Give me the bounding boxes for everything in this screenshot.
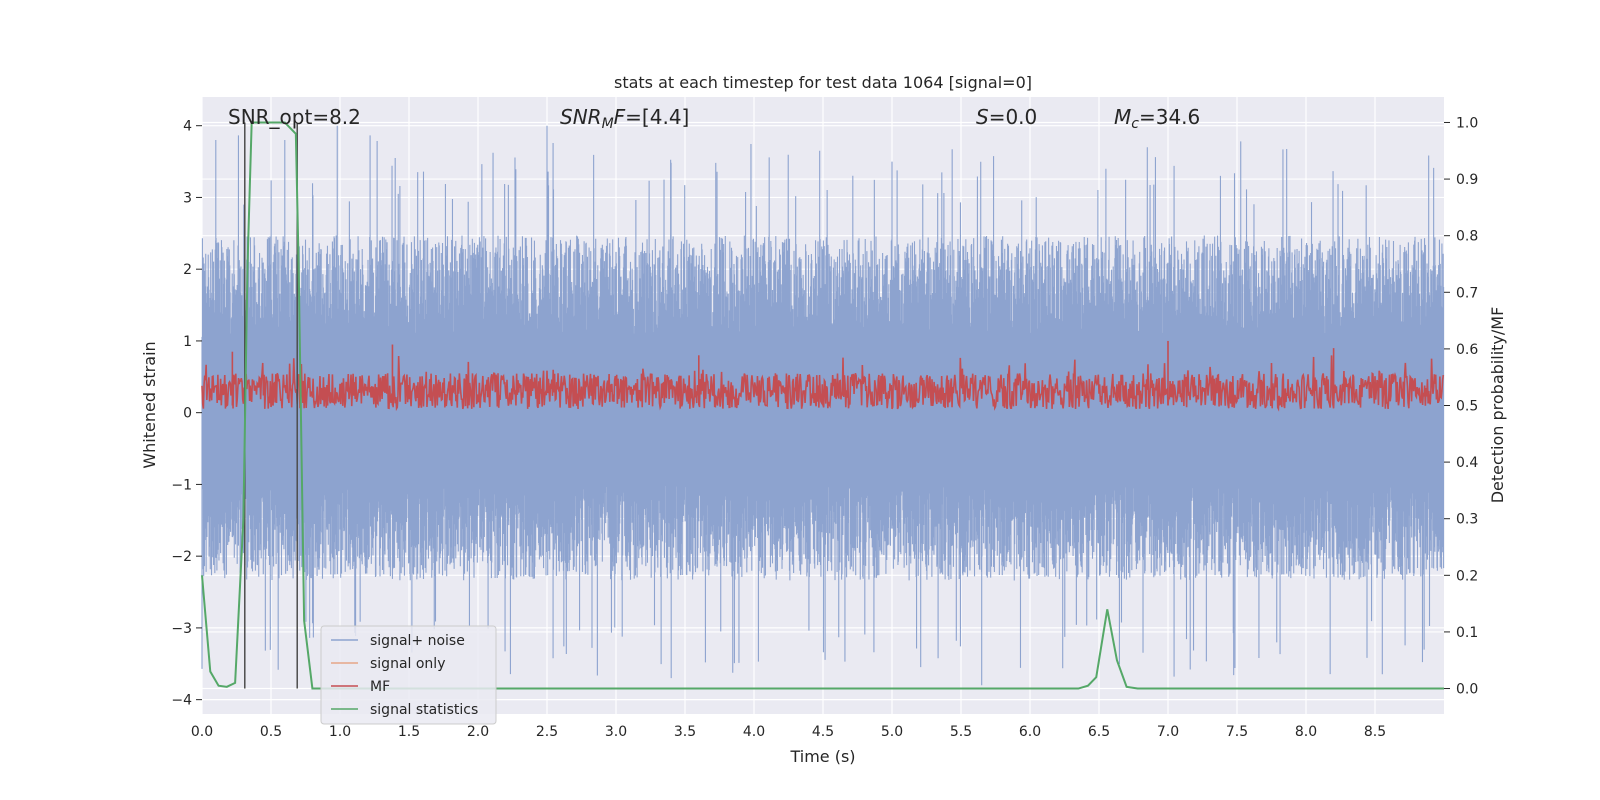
x-tick-label: 8.0 <box>1295 724 1317 740</box>
y-tick-label: 0 <box>183 406 192 422</box>
x-tick-label: 5.5 <box>950 724 972 740</box>
annotation-snr-mf-symbol: SNR <box>560 105 602 129</box>
y-right-axis-ticks: 1.0 0.9 0.8 0.7 0.6 0.5 0.4 0.3 0.2 0.1 0.0 <box>1444 115 1478 698</box>
x-tick-label: 7.0 <box>1157 724 1179 740</box>
y-tick-label: −2 <box>171 549 192 565</box>
y-right-tick-label: 1.0 <box>1456 115 1478 131</box>
legend-label-signal-statistics: signal statistics <box>370 702 478 718</box>
y-right-tick-label: 0.7 <box>1456 285 1478 301</box>
y-right-tick-label: 0.0 <box>1456 682 1478 698</box>
chart-title: stats at each timestep for test data 106… <box>614 73 1032 92</box>
x-axis-ticks: 0.0 0.5 1.0 1.5 2.0 2.5 3.0 3.5 4.0 4.5 5.0 5.5 6.0 6… <box>191 724 1386 740</box>
y-right-tick-label: 0.6 <box>1456 342 1478 358</box>
y-tick-label: 1 <box>183 334 192 350</box>
x-tick-label: 1.0 <box>329 724 351 740</box>
y-right-tick-label: 0.1 <box>1456 625 1478 641</box>
y-right-tick-label: 0.8 <box>1456 229 1478 245</box>
x-tick-label: 4.0 <box>743 724 765 740</box>
x-tick-label: 5.0 <box>881 724 903 740</box>
y-axis-label: Whitened strain <box>140 341 159 468</box>
annotation-snr-opt: SNR_opt=8.2 <box>228 105 361 129</box>
x-tick-label: 6.5 <box>1088 724 1110 740</box>
legend-label-signal-only: signal only <box>370 656 445 672</box>
annotation-s-value: =0.0 <box>989 105 1038 129</box>
annotation-mc: Mc=34.6 <box>1114 105 1200 132</box>
x-tick-label: 8.5 <box>1364 724 1386 740</box>
x-tick-label: 2.5 <box>536 724 558 740</box>
y-right-tick-label: 0.4 <box>1456 455 1478 471</box>
legend: signal+ noise signal only MF signal stat… <box>320 625 497 725</box>
x-tick-label: 4.5 <box>812 724 834 740</box>
x-tick-label: 1.5 <box>398 724 420 740</box>
x-tick-label: 0.0 <box>191 724 213 740</box>
annotation-mc-value: =34.6 <box>1139 105 1200 129</box>
y-tick-label: 4 <box>183 119 192 135</box>
x-tick-label: 7.5 <box>1226 724 1248 740</box>
legend-label-signal-noise: signal+ noise <box>370 633 465 649</box>
y-right-axis-label: Detection probability/MF <box>1488 307 1507 504</box>
y-right-tick-label: 0.5 <box>1456 399 1478 415</box>
legend-label-mf: MF <box>370 679 390 695</box>
y-tick-label: −3 <box>171 621 192 637</box>
annotation-snr-mf-subscript: M <box>602 116 614 132</box>
x-tick-label: 0.5 <box>260 724 282 740</box>
y-right-tick-label: 0.3 <box>1456 512 1478 528</box>
y-tick-label: −1 <box>171 477 192 493</box>
x-tick-label: 3.5 <box>674 724 696 740</box>
y-axis-ticks: 4 3 2 1 0 −1 −2 −3 −4 <box>171 119 202 709</box>
annotation-snr-mf-value: =[4.4] <box>625 105 689 129</box>
mf-line <box>201 355 1445 412</box>
annotation-snr-mf-f: F <box>614 105 626 129</box>
x-tick-label: 3.0 <box>605 724 627 740</box>
mf-series <box>201 340 1445 412</box>
annotation-mc-symbol: M <box>1114 105 1131 129</box>
legend-frame <box>320 625 497 725</box>
annotation-snr-mf: SNRMF=[4.4] <box>560 105 689 132</box>
annotation-s: S=0.0 <box>976 105 1037 129</box>
x-tick-label: 2.0 <box>467 724 489 740</box>
y-tick-label: −4 <box>171 693 192 709</box>
annotation-s-symbol: S <box>976 105 989 129</box>
y-tick-label: 3 <box>183 190 192 206</box>
y-right-tick-label: 0.9 <box>1456 172 1478 188</box>
y-right-tick-label: 0.2 <box>1456 568 1478 584</box>
x-tick-label: 6.0 <box>1019 724 1041 740</box>
y-tick-label: 2 <box>183 262 192 278</box>
annotation-mc-subscript: c <box>1131 116 1139 132</box>
x-axis-label: Time (s) <box>789 747 855 766</box>
